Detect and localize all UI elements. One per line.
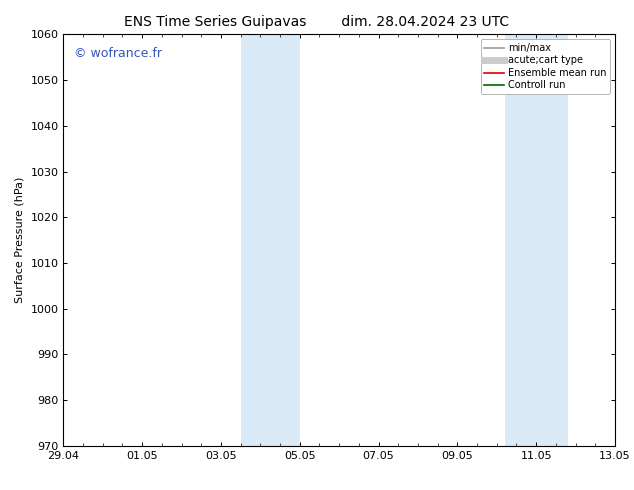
Bar <box>505 34 567 446</box>
Legend: min/max, acute;cart type, Ensemble mean run, Controll run: min/max, acute;cart type, Ensemble mean … <box>481 39 610 94</box>
Y-axis label: Surface Pressure (hPa): Surface Pressure (hPa) <box>15 177 25 303</box>
Text: © wofrance.fr: © wofrance.fr <box>74 47 162 60</box>
Bar <box>241 34 300 446</box>
Text: ENS Time Series Guipavas        dim. 28.04.2024 23 UTC: ENS Time Series Guipavas dim. 28.04.2024… <box>124 15 510 29</box>
